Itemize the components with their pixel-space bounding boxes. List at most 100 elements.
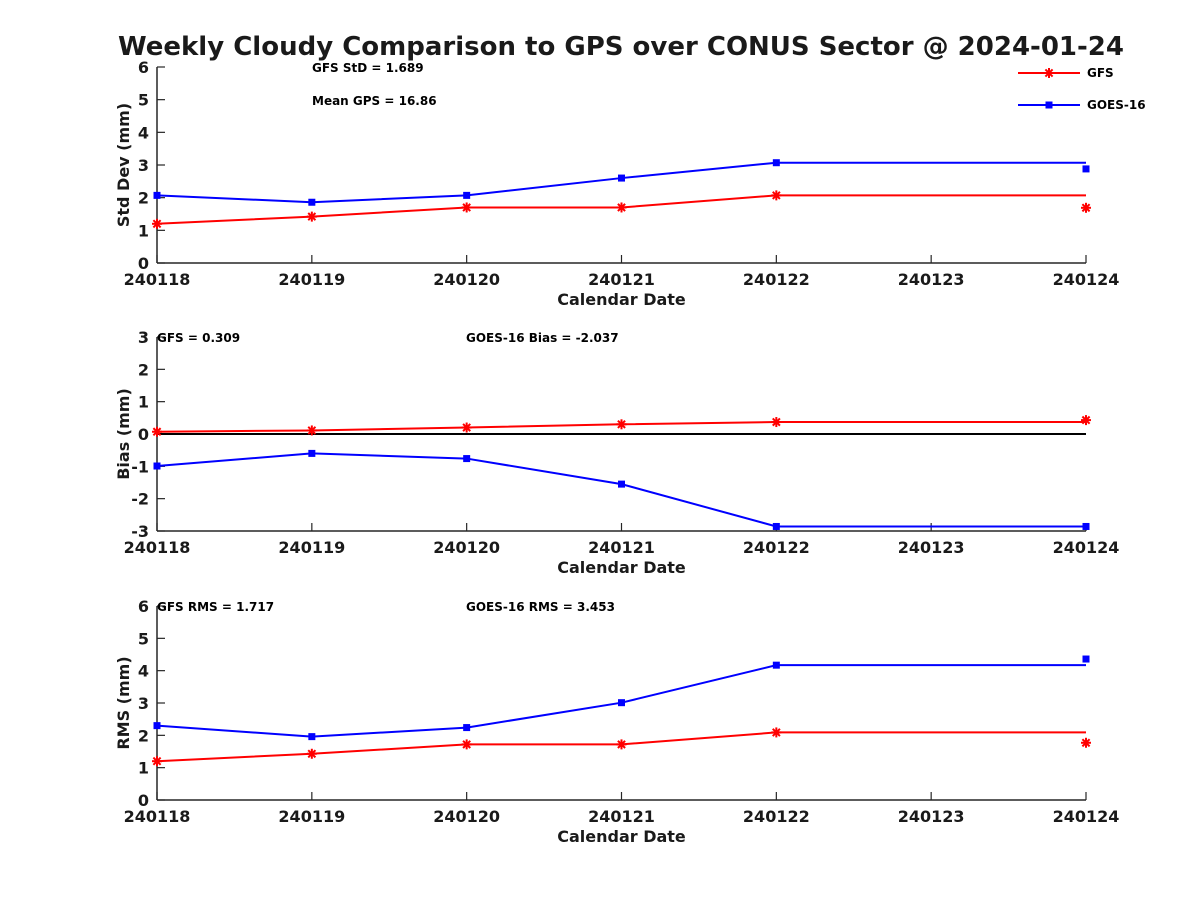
x-tick-label: 240119 <box>278 807 345 826</box>
legend-label: GOES-16 <box>1087 98 1146 112</box>
data-point <box>1081 415 1091 426</box>
y-tick-label: 1 <box>138 221 149 240</box>
data-point <box>308 733 316 741</box>
x-tick-label: 240118 <box>124 538 191 557</box>
series-line <box>156 452 1086 528</box>
x-tick-label: 240123 <box>898 270 965 289</box>
data-point <box>618 174 625 182</box>
data-point <box>152 218 162 229</box>
data-point <box>463 724 471 732</box>
data-point <box>616 419 627 430</box>
y-tick-label: -2 <box>131 490 149 509</box>
y-axis-label: Std Dev (mm) <box>114 103 133 227</box>
legend: GFS GOES-16 <box>1018 66 1146 112</box>
y-tick-label: 1 <box>138 393 149 412</box>
x-tick-label: 240124 <box>1053 538 1120 557</box>
y-axis-label: RMS (mm) <box>114 656 133 749</box>
data-point <box>618 699 625 707</box>
y-tick-label: 2 <box>138 360 149 379</box>
data-point <box>153 191 161 199</box>
x-tick-label: 240121 <box>588 538 655 557</box>
y-tick-label: 4 <box>138 123 149 142</box>
data-point <box>1081 737 1091 748</box>
series-line <box>156 194 1086 225</box>
data-point <box>153 462 161 470</box>
legend-marker <box>1045 101 1053 109</box>
data-point <box>771 417 782 428</box>
data-point <box>1082 522 1090 530</box>
x-tick-label: 240121 <box>588 270 655 289</box>
data-point <box>461 422 472 433</box>
series-goes-16 <box>153 655 1090 741</box>
panel-rms: 0 1 2 3 4 5 6 240118 240119 240120 240121 240122 240… <box>114 597 1119 846</box>
series-goes-16 <box>153 449 1090 530</box>
data-point <box>772 661 780 669</box>
data-point <box>463 191 471 199</box>
data-point <box>306 425 317 436</box>
x-tick-label: 240119 <box>278 270 345 289</box>
x-axis-label: Calendar Date <box>557 558 686 577</box>
y-tick-label: 6 <box>138 58 149 77</box>
data-point <box>1082 165 1090 173</box>
stat-annotation: GFS StD = 1.689 <box>312 61 424 75</box>
stat-annotation: GFS RMS = 1.717 <box>157 600 274 614</box>
x-tick-label: 240123 <box>898 807 965 826</box>
y-tick-label: 4 <box>138 662 149 681</box>
x-tick-label: 240122 <box>743 807 810 826</box>
data-point <box>771 190 782 201</box>
data-point <box>616 739 627 750</box>
stat-annotation: GOES-16 RMS = 3.453 <box>466 600 615 614</box>
y-tick-label: 2 <box>138 726 149 745</box>
series-gfs <box>152 415 1091 437</box>
y-tick-label: 3 <box>138 328 149 347</box>
y-tick-label: 3 <box>138 156 149 175</box>
x-tick-label: 240120 <box>433 270 500 289</box>
legend-entry: GOES-16 <box>1018 98 1146 112</box>
y-tick-label: -3 <box>131 522 149 541</box>
x-tick-label: 240118 <box>124 270 191 289</box>
series-gfs <box>152 727 1091 767</box>
x-tick-label: 240119 <box>278 538 345 557</box>
data-point <box>306 211 317 222</box>
y-tick-label: 0 <box>138 425 149 444</box>
y-tick-label: -1 <box>131 457 149 476</box>
y-tick-label: 0 <box>138 791 149 810</box>
y-tick-label: 3 <box>138 694 149 713</box>
x-tick-label: 240122 <box>743 270 810 289</box>
data-point <box>461 202 472 213</box>
data-point <box>771 727 782 738</box>
panel-bias: -3 -2 -1 0 1 2 3 240118 240119 240120 240121 240122… <box>114 328 1119 577</box>
x-axis-label: Calendar Date <box>557 827 686 846</box>
x-tick-label: 240124 <box>1053 270 1120 289</box>
data-point <box>461 739 472 750</box>
data-point <box>152 426 162 437</box>
data-point <box>772 159 780 167</box>
x-tick-label: 240118 <box>124 807 191 826</box>
legend-marker <box>1044 68 1054 78</box>
series-line <box>156 421 1086 433</box>
data-point <box>616 202 627 213</box>
data-point <box>306 748 317 759</box>
x-tick-label: 240120 <box>433 538 500 557</box>
stat-annotation: Mean GPS = 16.86 <box>312 94 437 108</box>
data-point <box>772 522 780 530</box>
stat-annotation: GFS = 0.309 <box>157 331 240 345</box>
data-point <box>308 449 316 457</box>
series-gfs <box>152 190 1091 229</box>
data-point <box>153 722 161 730</box>
y-tick-label: 5 <box>138 91 149 110</box>
x-tick-label: 240121 <box>588 807 655 826</box>
y-tick-label: 0 <box>138 254 149 273</box>
legend-label: GFS <box>1087 66 1114 80</box>
y-tick-label: 6 <box>138 597 149 616</box>
series-goes-16 <box>153 159 1090 206</box>
x-tick-label: 240123 <box>898 538 965 557</box>
data-point <box>1081 202 1091 213</box>
x-tick-label: 240120 <box>433 807 500 826</box>
x-tick-label: 240124 <box>1053 807 1120 826</box>
series-line <box>156 731 1086 763</box>
data-point <box>1082 655 1090 663</box>
data-point <box>152 756 162 767</box>
legend-entry: GFS <box>1018 66 1114 80</box>
